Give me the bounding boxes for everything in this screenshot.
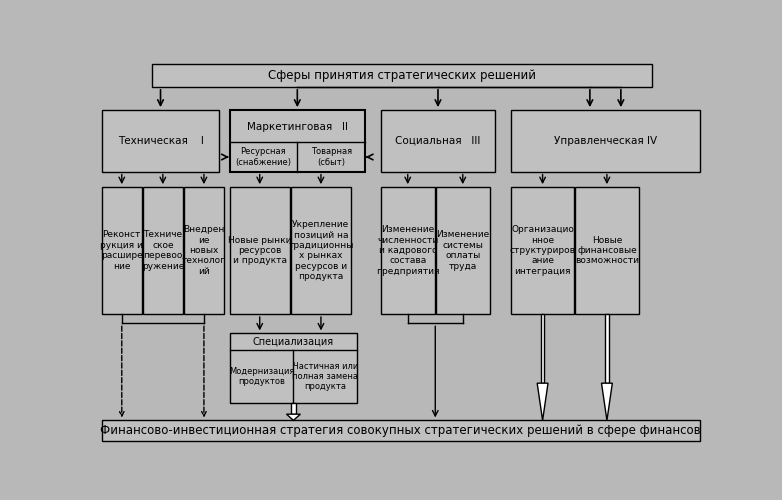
Bar [511, 110, 700, 172]
Bar [291, 187, 351, 314]
Bar [381, 110, 495, 172]
Bar [436, 187, 490, 314]
Bar [540, 314, 544, 383]
Text: Укрепление
позиций на
традиционны
х рынках
ресурсов и
продукта: Укрепление позиций на традиционны х рынк… [289, 220, 353, 281]
Bar [229, 110, 365, 172]
Text: Финансово-инвестиционная стратегия совокупных стратегических решений в сфере фин: Финансово-инвестиционная стратегия совок… [100, 424, 701, 438]
Text: Товарная
(сбыт): Товарная (сбыт) [310, 148, 352, 167]
Bar [152, 64, 652, 87]
Bar [291, 402, 296, 414]
Text: Изменение
системы
оплаты
труда: Изменение системы оплаты труда [436, 230, 490, 270]
Polygon shape [601, 383, 612, 420]
Text: Новые рынки
ресурсов
и продукта: Новые рынки ресурсов и продукта [228, 236, 292, 266]
Text: Внедрен
ие
новых
технолог
ий: Внедрен ие новых технолог ий [182, 226, 226, 276]
Bar [381, 187, 435, 314]
Bar [511, 187, 574, 314]
Polygon shape [537, 383, 548, 420]
Text: Частичная или
полная замена
продукта: Частичная или полная замена продукта [292, 362, 358, 392]
Bar [102, 187, 142, 314]
Text: Ресурсная
(снабжение): Ресурсная (снабжение) [235, 148, 292, 167]
Text: Изменение
численности
и кадрового
состава
предприятия: Изменение численности и кадрового состав… [376, 226, 439, 276]
Text: Управленческая IV: Управленческая IV [554, 136, 657, 146]
Bar [229, 334, 357, 402]
Text: Техниче
ское
перевоо
ружение: Техниче ское перевоо ружение [142, 230, 184, 270]
Bar [142, 187, 183, 314]
Bar [184, 187, 224, 314]
Text: Новые
финансовые
возможности: Новые финансовые возможности [575, 236, 639, 266]
Bar [102, 420, 700, 441]
Text: Социальная   III: Социальная III [395, 136, 481, 146]
Polygon shape [286, 414, 300, 420]
Bar [575, 187, 639, 314]
Bar [229, 187, 290, 314]
Text: Модернизация
продуктов: Модернизация продуктов [229, 367, 294, 386]
Bar [102, 110, 220, 172]
Text: Специализация: Специализация [253, 337, 334, 347]
Bar [605, 314, 609, 383]
Text: Сферы принятия стратегических решений: Сферы принятия стратегических решений [268, 69, 536, 82]
Text: Маркетинговая   II: Маркетинговая II [247, 122, 348, 132]
Text: Организацио
нное
структуриров
ание
интеграция: Организацио нное структуриров ание интег… [510, 226, 576, 276]
Text: Реконст
рукция и
расшире
ние: Реконст рукция и расшире ние [100, 230, 143, 270]
Text: Техническая    I: Техническая I [117, 136, 203, 146]
